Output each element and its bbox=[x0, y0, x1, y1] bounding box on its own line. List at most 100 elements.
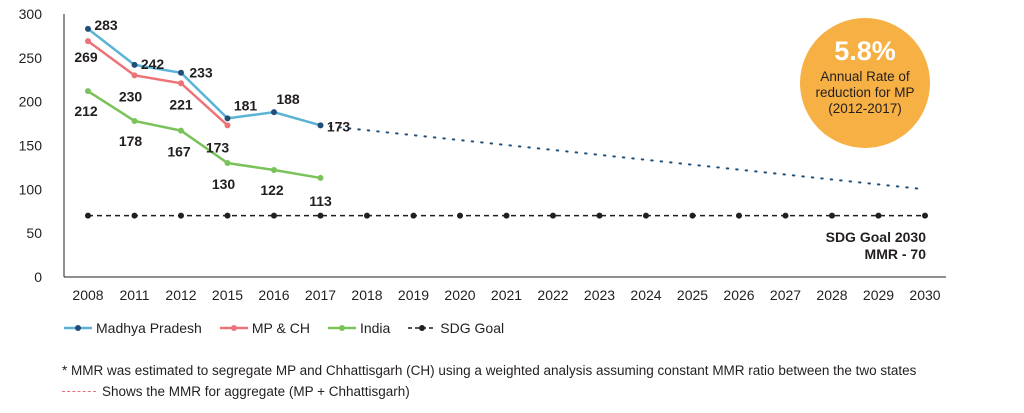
x-tick-label-2008: 2008 bbox=[72, 287, 103, 303]
sdg-annotation-line1: SDG Goal 2030 bbox=[826, 229, 927, 245]
data-label-india-2016: 122 bbox=[260, 182, 284, 198]
point-madhya-pradesh-2016 bbox=[271, 109, 277, 116]
x-tick-label-2012: 2012 bbox=[165, 287, 196, 303]
legend-key-mp-ch bbox=[219, 322, 248, 334]
x-tick-label-2022: 2022 bbox=[537, 287, 568, 303]
series-line-india bbox=[87, 90, 321, 180]
point-mp-ch-2015 bbox=[224, 122, 231, 129]
x-tick-label-2027: 2027 bbox=[770, 287, 801, 303]
x-tick-label-2015: 2015 bbox=[212, 287, 243, 303]
point-sdg-goal-2026 bbox=[736, 212, 742, 219]
data-label-india-2008: 212 bbox=[74, 103, 98, 119]
point-madhya-pradesh-2011 bbox=[131, 61, 138, 68]
legend-item-madhya-pradesh: Madhya Pradesh bbox=[64, 320, 202, 336]
point-madhya-pradesh-2012 bbox=[178, 69, 184, 76]
x-tick-label-2020: 2020 bbox=[444, 287, 475, 303]
point-sdg-goal-2020 bbox=[457, 212, 463, 219]
x-axis: 2008 2011 2012 2015 2016 2017 2018 2019 2020 2021… bbox=[64, 276, 946, 303]
point-mp-ch-2012 bbox=[178, 80, 184, 87]
legend-item-mp-ch: MP & CH bbox=[219, 320, 310, 336]
legend-label-india: India bbox=[359, 320, 391, 336]
point-sdg-goal-2030 bbox=[922, 212, 928, 219]
x-tick-label-2021: 2021 bbox=[491, 287, 522, 303]
point-india-2008 bbox=[85, 88, 91, 95]
point-sdg-goal-2012 bbox=[178, 212, 184, 219]
point-sdg-goal-2016 bbox=[271, 212, 277, 219]
footnote-aggregate: Shows the MMR for aggregate (MP + Chhatt… bbox=[62, 384, 410, 399]
point-madhya-pradesh-2015 bbox=[224, 115, 231, 122]
point-india-2016 bbox=[271, 167, 277, 174]
y-tick-label-100: 100 bbox=[19, 181, 43, 197]
data-label-mp-2012: 233 bbox=[189, 65, 213, 81]
point-mp-ch-2008 bbox=[85, 38, 91, 45]
x-tick-label-2019: 2019 bbox=[398, 287, 429, 303]
point-sdg-goal-2029 bbox=[875, 212, 882, 219]
data-label-mpch-2011: 230 bbox=[119, 88, 143, 104]
x-tick-label-2018: 2018 bbox=[351, 287, 382, 303]
x-tick-label-2025: 2025 bbox=[677, 287, 708, 303]
data-label-india-2017: 113 bbox=[309, 193, 332, 209]
point-india-2015 bbox=[224, 160, 231, 167]
legend-key-madhya-pradesh bbox=[64, 322, 92, 334]
legend-label-madhya-pradesh: Madhya Pradesh bbox=[96, 320, 202, 336]
legend-item-india: India bbox=[327, 320, 391, 336]
chart-legend: Madhya Pradesh MP & CH India SDG Goal bbox=[64, 320, 504, 336]
point-india-2012 bbox=[178, 127, 184, 134]
point-sdg-goal-2024 bbox=[643, 212, 649, 219]
y-tick-label-200: 200 bbox=[19, 94, 43, 110]
point-india-2011 bbox=[131, 117, 138, 124]
point-sdg-goal-2015 bbox=[224, 212, 231, 219]
legend-label-mp-ch: MP & CH bbox=[251, 320, 310, 336]
point-sdg-goal-2023 bbox=[596, 212, 603, 219]
x-tick-label-2029: 2029 bbox=[863, 287, 894, 303]
x-tick-label-2026: 2026 bbox=[723, 287, 754, 303]
point-madhya-pradesh-2017 bbox=[317, 122, 324, 129]
badge-value: 5.8% bbox=[834, 36, 896, 66]
y-tick-label-250: 250 bbox=[19, 50, 43, 66]
point-sdg-goal-2021 bbox=[503, 212, 510, 219]
badge-text: Annual Rate of reduction for MP (2012-20… bbox=[815, 69, 915, 116]
x-tick-label-2017: 2017 bbox=[305, 287, 336, 303]
point-india-2017 bbox=[317, 174, 324, 181]
x-tick-label-2023: 2023 bbox=[584, 287, 615, 303]
y-tick-label-300: 300 bbox=[19, 6, 43, 22]
reduction-rate-badge: 5.8% Annual Rate of reduction for MP (20… bbox=[800, 18, 930, 148]
y-tick-label-50: 50 bbox=[26, 225, 42, 241]
legend-label-sdg-goal: SDG Goal bbox=[440, 320, 505, 336]
sdg-annotation-line2: MMR - 70 bbox=[865, 246, 927, 262]
data-label-mp-2016: 188 bbox=[276, 91, 300, 107]
x-tick-label-2028: 2028 bbox=[816, 287, 847, 303]
point-sdg-goal-2022 bbox=[550, 212, 556, 219]
x-tick-label-2024: 2024 bbox=[630, 287, 661, 303]
dashed-red-line-key bbox=[62, 391, 96, 392]
legend-key-sdg-goal bbox=[408, 322, 437, 334]
footnote-mmr-estimation: * MMR was estimated to segregate MP and … bbox=[62, 363, 917, 378]
legend-key-india bbox=[327, 322, 356, 334]
series-line-madhya-pradesh bbox=[87, 27, 321, 127]
y-tick-label-0: 0 bbox=[34, 269, 42, 285]
data-label-mpch-2015: 173 bbox=[206, 139, 230, 155]
point-mp-ch-2011 bbox=[131, 72, 138, 79]
point-sdg-goal-2025 bbox=[689, 212, 696, 219]
y-tick-label-150: 150 bbox=[19, 138, 43, 154]
y-axis: 0 50 100 150 200 250 300 bbox=[19, 6, 65, 285]
point-madhya-pradesh-2008 bbox=[85, 25, 91, 32]
data-label-india-2015: 130 bbox=[212, 176, 236, 192]
legend-item-sdg-goal: SDG Goal bbox=[408, 320, 504, 336]
data-label-mp-2015: 181 bbox=[234, 97, 258, 113]
point-sdg-goal-2017 bbox=[317, 212, 324, 219]
data-label-mpch-2012: 221 bbox=[169, 96, 193, 112]
series-lines bbox=[85, 25, 928, 219]
data-label-mpch-2008: 269 bbox=[74, 49, 98, 65]
data-label-india-2012: 167 bbox=[167, 144, 191, 160]
series-line-mp-ch bbox=[87, 40, 229, 127]
point-sdg-goal-2027 bbox=[782, 212, 789, 219]
point-sdg-goal-2008 bbox=[85, 212, 91, 219]
point-sdg-goal-2019 bbox=[410, 212, 417, 219]
x-tick-label-2030: 2030 bbox=[909, 287, 940, 303]
data-label-mp-2008: 283 bbox=[94, 17, 118, 33]
data-label-mp-2017: 173 bbox=[327, 118, 351, 134]
projection-line bbox=[319, 124, 926, 191]
footnote-aggregate-text: Shows the MMR for aggregate (MP + Chhatt… bbox=[102, 384, 410, 399]
